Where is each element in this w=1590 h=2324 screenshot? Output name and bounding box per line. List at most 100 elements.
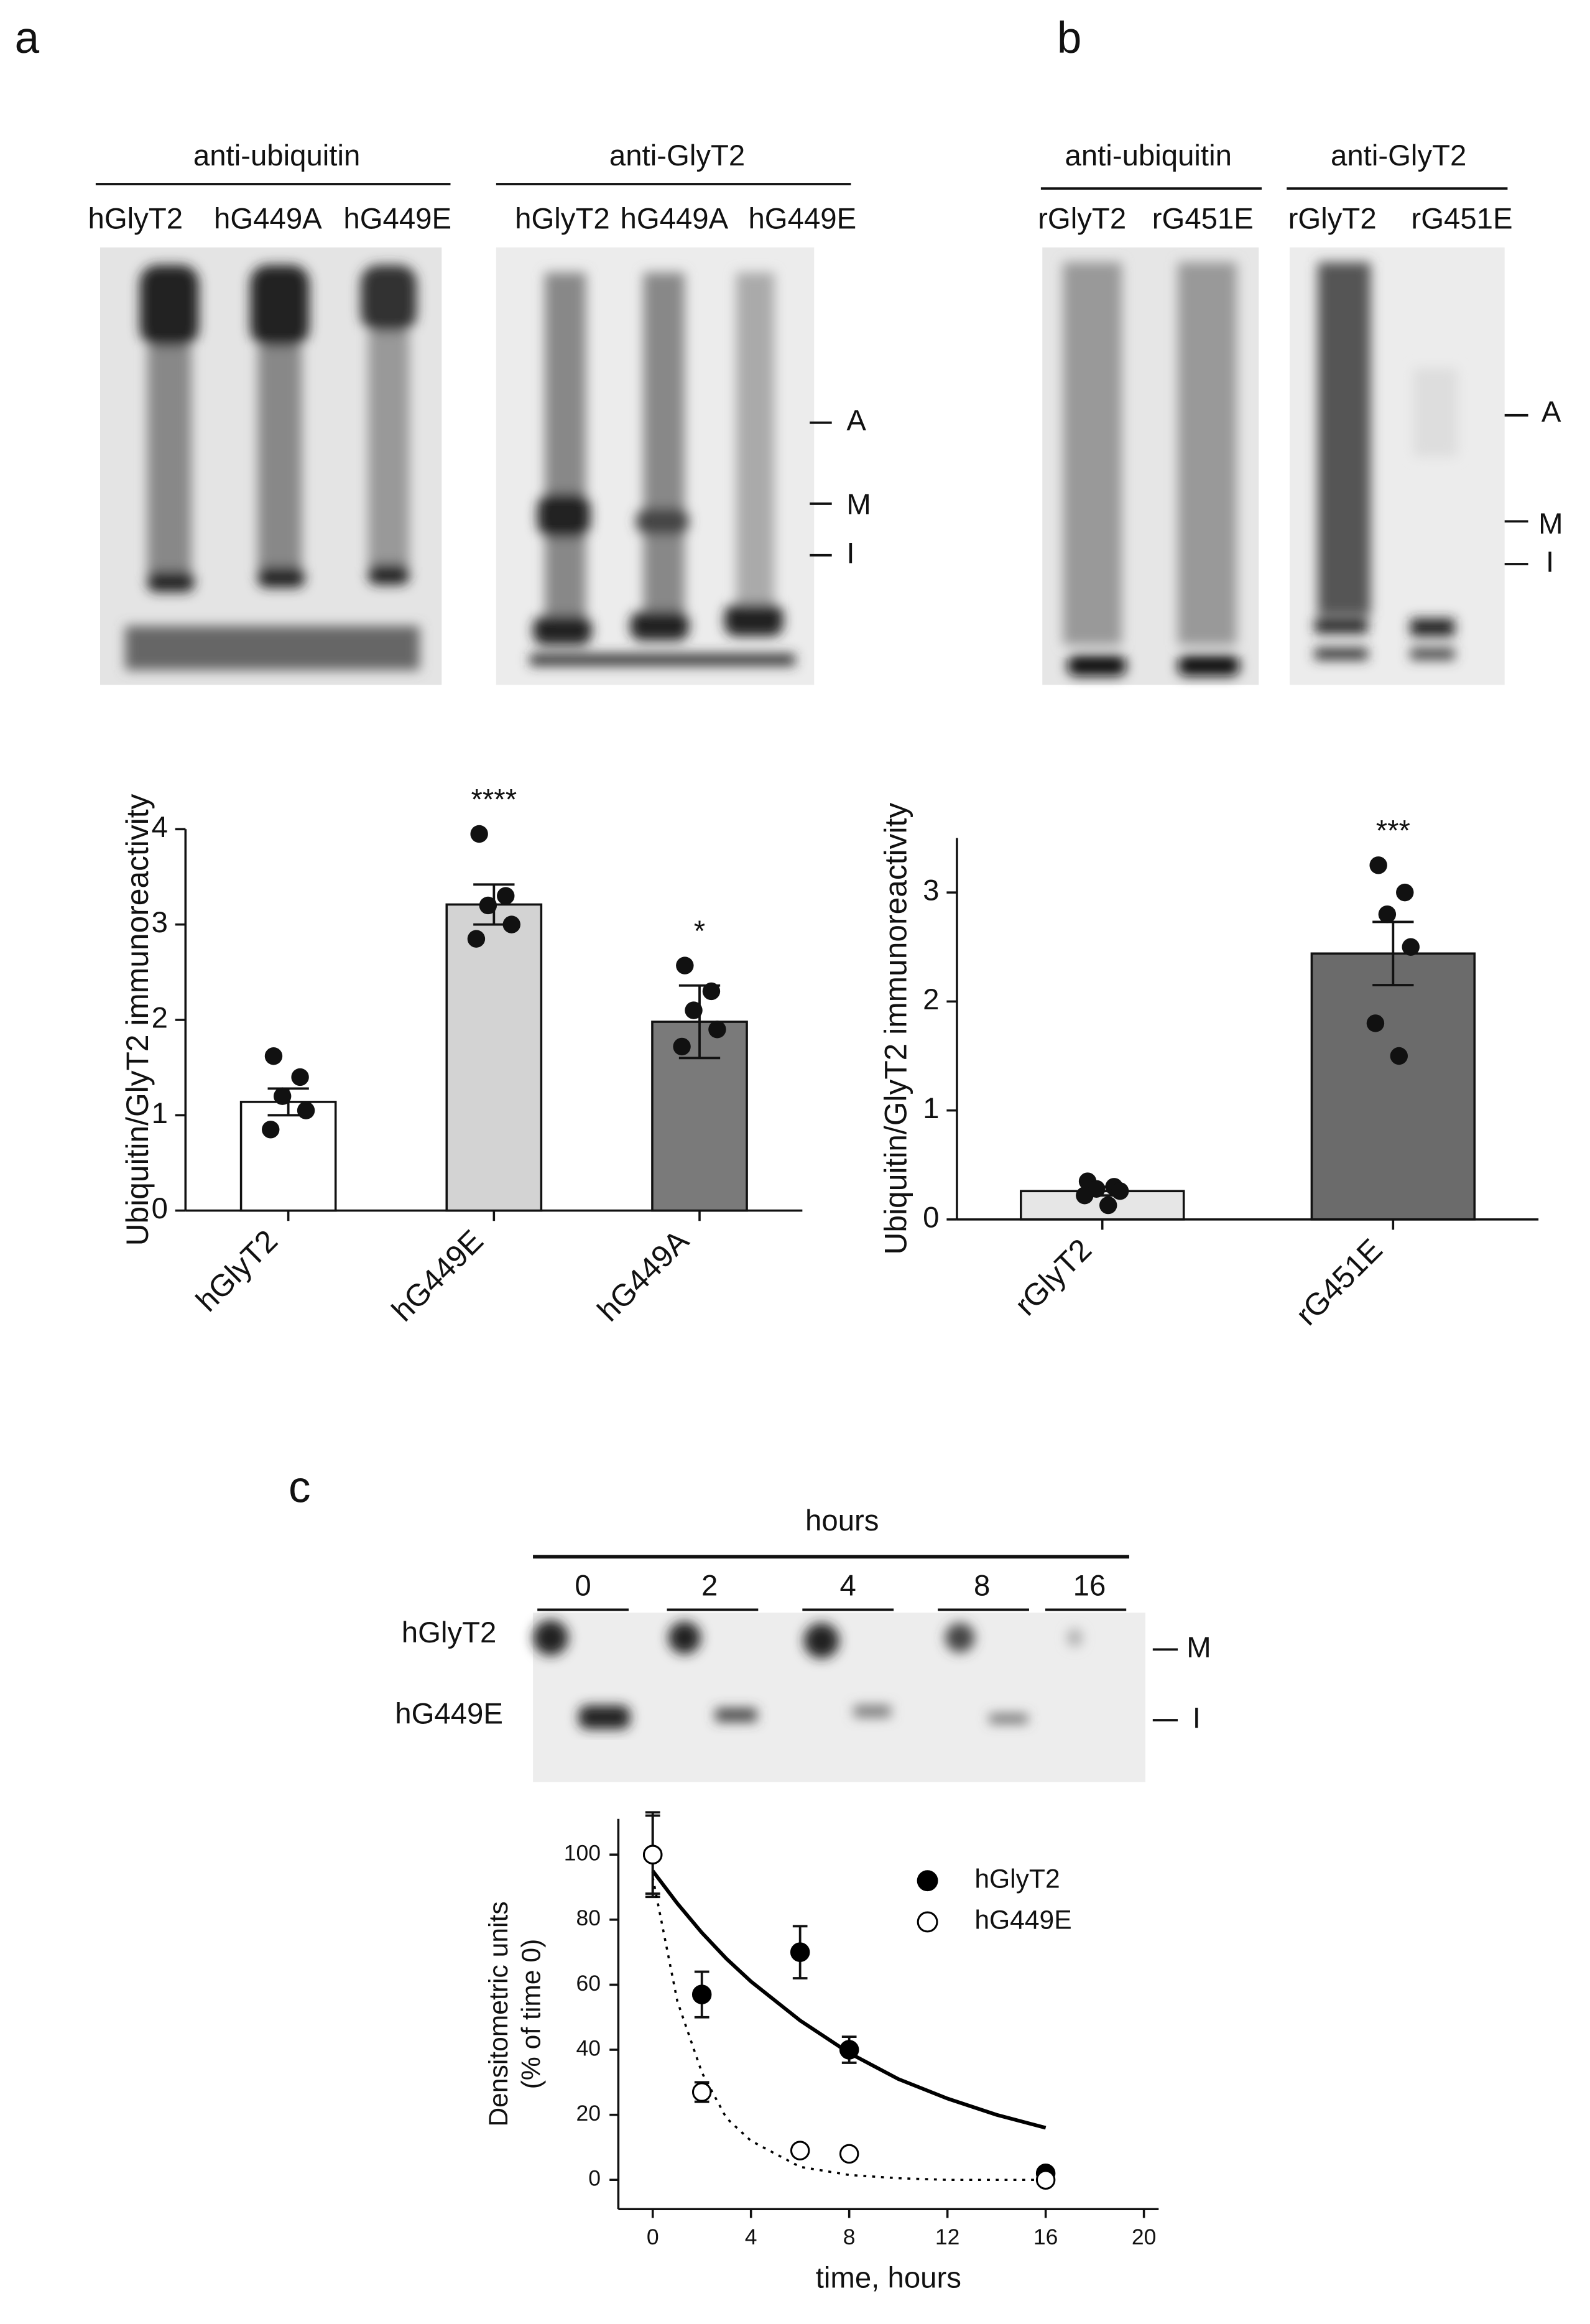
markers	[1152, 1648, 1178, 1721]
x-tick-label: rG451E	[1289, 1232, 1389, 1332]
antibody: anti-ubiquitin	[1065, 139, 1232, 172]
data-point	[839, 2144, 859, 2164]
lane: hG449A	[621, 203, 729, 236]
x-tick-label: hG449E	[385, 1223, 490, 1328]
data-point	[1366, 1014, 1385, 1032]
marker-label: I	[1546, 546, 1554, 579]
data-point	[273, 1087, 292, 1105]
time: 4	[840, 1569, 856, 1602]
data-point	[264, 1047, 283, 1065]
y-tick-label: 3	[152, 906, 168, 939]
y-tick-label: 60	[576, 1971, 600, 1996]
x-tick-label: hGlyT2	[189, 1223, 284, 1318]
marker-label: M	[1186, 1631, 1211, 1664]
x-tick-label: 12	[935, 2224, 959, 2249]
antibody: anti-ubiquitin	[193, 139, 360, 172]
fit-curve	[651, 1869, 1047, 2130]
x-tick-label: 0	[647, 2224, 659, 2249]
blot	[1290, 247, 1505, 685]
x-tick-label: 4	[745, 2224, 757, 2249]
bar	[239, 1101, 337, 1212]
x-axis-label: time, hours	[816, 2261, 961, 2294]
lane: rG451E	[1411, 203, 1512, 236]
bar	[1310, 952, 1476, 1221]
data-point	[676, 956, 694, 975]
markers	[810, 421, 832, 557]
data-point	[470, 825, 488, 843]
legend-label: hG449E	[974, 1905, 1071, 1935]
data-point	[467, 930, 486, 948]
panel-label: b	[1057, 14, 1081, 63]
data-point	[708, 1021, 726, 1039]
time: 16	[1073, 1569, 1106, 1602]
marker-label: M	[1538, 507, 1563, 540]
y-tick-label: 40	[576, 2035, 600, 2060]
marker-label: A	[1541, 396, 1561, 428]
y-tick-label: 4	[152, 811, 168, 844]
data-point	[1035, 2170, 1056, 2190]
y-tick-label: 80	[576, 1905, 600, 1930]
antibody: anti-GlyT2	[609, 139, 745, 172]
significance: ****	[471, 783, 517, 816]
marker-label: A	[846, 404, 866, 437]
data-point	[691, 2082, 712, 2102]
data-point	[691, 1984, 712, 2004]
data-point	[1378, 905, 1397, 924]
data-point	[685, 1001, 703, 1019]
data-point	[262, 1121, 280, 1139]
data-point	[702, 982, 721, 1001]
blot	[533, 1613, 1145, 1782]
legend-marker	[917, 1870, 938, 1892]
markers	[1504, 414, 1528, 565]
data-point	[502, 915, 520, 933]
lane: rGlyT2	[1038, 203, 1126, 236]
y-tick-label: 3	[923, 874, 939, 907]
blot	[99, 247, 442, 685]
row-label: hG449E	[395, 1697, 503, 1730]
data-point	[291, 1068, 309, 1086]
data-point	[673, 1037, 691, 1056]
y-axis-label: Densitometric units	[484, 1901, 514, 2126]
y-tick-label: 20	[576, 2101, 600, 2126]
y-tick-label: 1	[923, 1092, 939, 1125]
data-point	[497, 887, 515, 905]
y-tick-label: 1	[152, 1097, 168, 1130]
x-tick-label: 8	[843, 2224, 856, 2249]
y-tick-label: 0	[588, 2166, 601, 2191]
panel-label: c	[289, 1463, 311, 1512]
bar	[445, 903, 543, 1212]
blot	[1042, 247, 1259, 685]
antibody: anti-GlyT2	[1331, 139, 1466, 172]
legend-marker	[917, 1911, 938, 1933]
data-point	[839, 2040, 859, 2060]
data-point	[642, 1845, 663, 1864]
data-point	[1396, 883, 1414, 902]
significance: *	[694, 915, 705, 948]
x-tick-label: rGlyT2	[1008, 1232, 1098, 1322]
time: 0	[575, 1569, 591, 1602]
data-point	[790, 1942, 810, 1962]
lane: hG449E	[343, 203, 451, 236]
y-tick-label: 0	[152, 1192, 168, 1225]
data-point	[790, 2141, 810, 2160]
y-tick-label: 0	[923, 1201, 939, 1234]
time: 8	[974, 1569, 990, 1602]
lane: hG449A	[214, 203, 322, 236]
data-point	[479, 896, 497, 915]
time: 2	[701, 1569, 718, 1602]
y-axis-label: (% of time 0)	[516, 1939, 546, 2090]
data-point	[1402, 938, 1420, 956]
y-axis-label: Ubiquitin/GlyT2 immunoreactivity	[878, 803, 913, 1255]
panel-label: a	[15, 14, 40, 63]
legend-label: hGlyT2	[974, 1864, 1060, 1894]
x-tick-label: 20	[1132, 2224, 1156, 2249]
x-tick-label: 16	[1033, 2224, 1058, 2249]
data-point	[1390, 1047, 1408, 1065]
data-point	[1076, 1187, 1094, 1205]
data-point	[1111, 1182, 1129, 1200]
lane: hGlyT2	[515, 203, 610, 236]
x-tick-label: hG449A	[591, 1223, 696, 1328]
y-tick-label: 100	[564, 1841, 601, 1866]
